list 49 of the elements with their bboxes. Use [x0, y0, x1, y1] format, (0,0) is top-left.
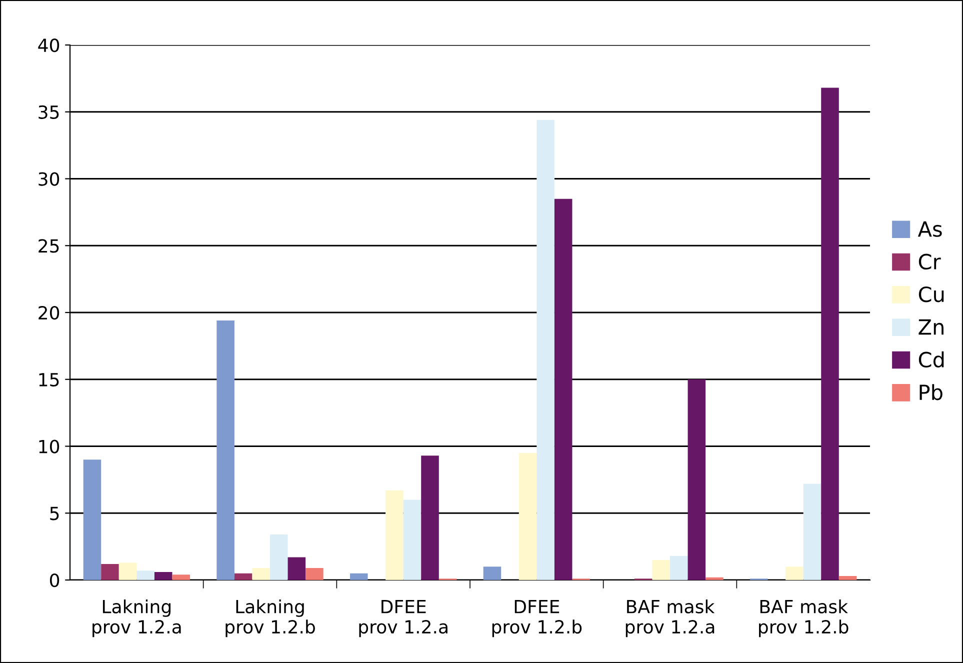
bar [706, 577, 724, 580]
bar [670, 556, 688, 580]
x-tick-label: BAF mask prov 1.2.b [759, 599, 848, 638]
x-tick-label: BAF mask prov 1.2.a [626, 599, 715, 638]
bar [172, 574, 190, 580]
y-tick-label: 10 [39, 440, 60, 454]
bar [252, 568, 270, 580]
legend-label: Zn [918, 319, 944, 335]
bar [101, 564, 119, 580]
y-tick-label: 5 [50, 506, 59, 520]
y-tick-label: 30 [38, 172, 60, 186]
bar [652, 560, 670, 580]
legend-label: Cr [918, 254, 941, 270]
bar [216, 320, 234, 580]
y-tick-label: 25 [38, 239, 59, 253]
y-tick-label: 15 [39, 373, 59, 386]
bar [688, 379, 706, 580]
bar [403, 500, 422, 580]
bar [786, 566, 804, 580]
x-tick-label: Lakning prov 1.2.b [226, 599, 315, 638]
bar [483, 566, 502, 580]
bar [118, 562, 137, 580]
bar [803, 484, 822, 580]
bar [821, 88, 839, 580]
bar [288, 557, 306, 580]
y-tick-label: 0 [50, 573, 60, 588]
bar [838, 576, 857, 580]
bar [518, 452, 537, 580]
y-tick-label: 40 [38, 38, 60, 52]
legend-label: Cd [918, 351, 944, 368]
bar [421, 456, 439, 580]
y-tick-label: 35 [38, 105, 59, 119]
legend-label: Pb [920, 384, 942, 400]
bar [83, 460, 102, 580]
x-tick-label: DFEE prov 1.2.a [359, 600, 448, 638]
bar [306, 568, 324, 580]
legend-label: As [918, 221, 942, 237]
y-tick-label: 20 [38, 306, 60, 320]
bar [234, 573, 252, 580]
bar [554, 198, 572, 580]
bar [386, 490, 404, 580]
x-tick-label: Lakning prov 1.2.a [92, 599, 181, 638]
bar [136, 570, 154, 580]
x-tick-label: DFEE prov 1.2.b [492, 600, 582, 638]
bar [350, 573, 368, 580]
bar [154, 572, 172, 580]
legend-label: Cu [918, 286, 944, 302]
bar [536, 120, 554, 580]
bar [270, 534, 288, 580]
